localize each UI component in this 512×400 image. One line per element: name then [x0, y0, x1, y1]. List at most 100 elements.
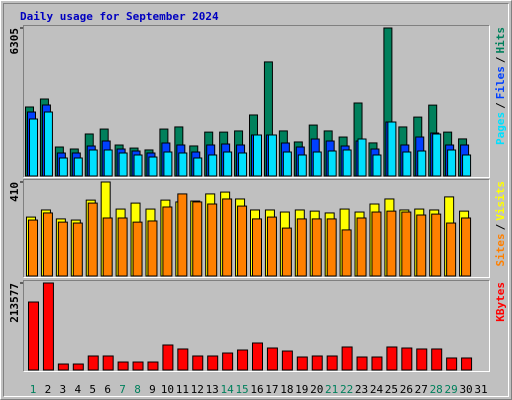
bar	[282, 151, 292, 177]
bar	[208, 154, 218, 177]
bar	[266, 216, 277, 277]
bar	[386, 346, 398, 371]
bar	[447, 149, 457, 177]
bar	[57, 363, 69, 371]
x-tick-label: 27	[415, 383, 428, 396]
bar	[43, 111, 53, 177]
bar	[132, 361, 144, 371]
bar	[416, 214, 427, 277]
x-tick-label: 2	[45, 383, 52, 396]
bar	[311, 355, 323, 371]
bar	[58, 157, 68, 177]
bar	[371, 356, 383, 371]
bar	[326, 355, 338, 371]
bar	[267, 134, 277, 177]
panel-edge-light	[23, 179, 490, 278]
bar	[312, 151, 322, 177]
legend-entry: Hits	[494, 27, 507, 54]
bar	[252, 342, 263, 371]
bar	[147, 220, 158, 277]
x-tick-label: 23	[355, 383, 368, 396]
bar	[57, 221, 68, 277]
bar	[431, 213, 442, 277]
bar	[372, 154, 382, 177]
bar	[281, 227, 292, 277]
bar	[222, 352, 234, 371]
x-tick-label: 10	[161, 383, 174, 396]
bar	[401, 347, 413, 371]
x-tick-label: 17	[265, 383, 278, 396]
panel-edge-dark	[23, 25, 490, 178]
bar	[446, 222, 457, 277]
bar	[162, 344, 174, 371]
legend-entry: Visits	[494, 181, 507, 221]
bar	[237, 349, 249, 371]
x-tick-label: 28	[430, 383, 443, 396]
bar	[72, 222, 83, 277]
legend-entry: KBytes	[494, 282, 507, 322]
bar	[386, 210, 397, 277]
x-tick-label: 4	[74, 383, 81, 396]
x-tick-label: 22	[340, 383, 353, 396]
panel-edge-dark	[23, 179, 490, 278]
bar	[102, 355, 114, 371]
bar	[281, 350, 293, 371]
x-tick-label: 1	[30, 383, 37, 396]
bar	[178, 152, 188, 177]
legend: Pages / Files / Hits	[494, 27, 507, 145]
bar	[356, 217, 367, 277]
bar	[341, 229, 352, 277]
legend: Sites / Visits	[494, 181, 507, 267]
bar	[342, 149, 352, 177]
bar	[148, 156, 158, 177]
x-tick-label: 30	[459, 383, 472, 396]
bar	[147, 361, 159, 371]
bar	[133, 154, 143, 177]
bar	[207, 203, 218, 277]
bar	[266, 347, 278, 371]
x-tick-label: 3	[60, 383, 67, 396]
bar	[371, 211, 382, 277]
panel-edge-dark	[23, 280, 490, 372]
bar	[253, 134, 262, 177]
bar	[238, 152, 248, 177]
bar	[416, 348, 428, 371]
bar	[73, 157, 83, 177]
bar	[42, 282, 54, 371]
legend-separator: /	[494, 56, 507, 63]
bar	[311, 218, 322, 277]
y-tick-label: 6305	[8, 28, 21, 55]
bar	[163, 151, 173, 177]
panel-edge-light	[23, 25, 490, 178]
legend-entry: Pages	[494, 112, 507, 145]
x-tick-label: 12	[191, 383, 204, 396]
x-tick-label: 8	[134, 383, 141, 396]
bar	[207, 355, 219, 371]
bar	[117, 217, 128, 277]
bar	[28, 219, 38, 277]
frame-inner-dark	[3, 3, 509, 397]
x-tick-label: 25	[385, 383, 398, 396]
bar	[296, 218, 307, 277]
bar	[461, 357, 473, 371]
x-tick-label: 19	[295, 383, 308, 396]
bar	[102, 217, 113, 277]
bar	[417, 150, 427, 177]
x-tick-label: 26	[400, 383, 413, 396]
bar	[297, 154, 307, 177]
x-tick-label: 9	[149, 383, 156, 396]
bar	[88, 149, 98, 177]
bar	[87, 202, 98, 277]
y-tick-label: 410	[8, 182, 21, 202]
bar	[326, 218, 337, 277]
x-tick-label: 11	[176, 383, 189, 396]
x-tick-label: 20	[310, 383, 323, 396]
legend-entry: Sites	[494, 233, 507, 266]
bar	[402, 151, 412, 177]
bar	[162, 206, 173, 277]
x-tick-label: 16	[250, 383, 263, 396]
bar	[356, 356, 368, 371]
bar	[431, 348, 443, 371]
